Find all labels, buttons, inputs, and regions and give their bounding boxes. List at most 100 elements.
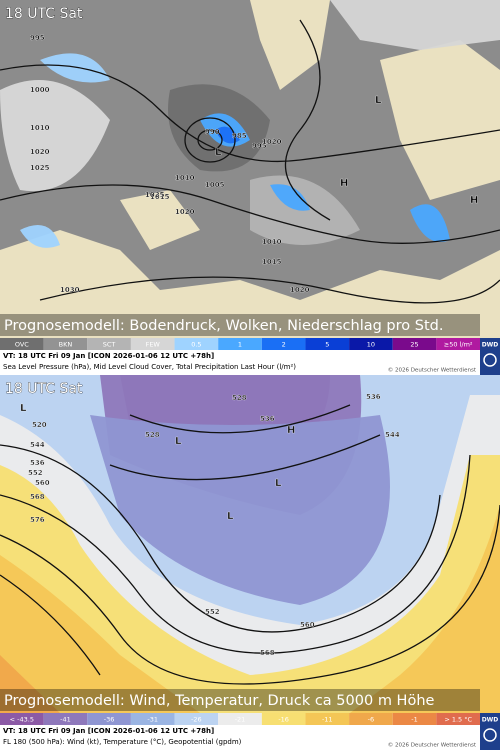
copyright: © 2026 Deutscher Wetterdienst (388, 742, 477, 749)
map-label: 536 (30, 459, 45, 467)
map-area (0, 555, 200, 713)
map-label: 1005 (205, 181, 225, 189)
legend-label: -21 (235, 716, 246, 724)
legend-label: OVC (15, 341, 29, 349)
contour-line (0, 454, 471, 654)
map-label: 536 (260, 415, 275, 423)
legend-swatch (392, 713, 437, 725)
description: FL 180 (500 hPa): Wind (kt), Temperature… (3, 738, 242, 746)
map-label: L (175, 436, 182, 447)
legend-label: > 1.5 °C (444, 716, 472, 724)
legend-swatch (87, 713, 131, 725)
legend-label: -1 (411, 716, 417, 724)
legend-label: 10 (367, 341, 375, 349)
legend-label: < -43.5 (10, 716, 34, 724)
map-area (350, 505, 500, 713)
legend-label: -41 (60, 716, 71, 724)
legend-swatch (392, 338, 437, 350)
contour-line (0, 64, 500, 163)
map-label: 568 (30, 493, 45, 501)
legend-swatch (130, 338, 175, 350)
map-label: 1020 (290, 286, 310, 294)
logo: DWD (482, 717, 499, 724)
legend-swatch (261, 338, 306, 350)
legend-swatch (218, 713, 262, 725)
map-area (270, 184, 310, 211)
logo-box (480, 338, 500, 375)
map-label: H (340, 178, 348, 189)
legend-label: BKN (59, 341, 73, 349)
map-label: 995 (30, 34, 45, 42)
legend-label: -6 (368, 716, 374, 724)
map-area (380, 40, 500, 200)
legend-label: -31 (147, 716, 158, 724)
map-label: 995 (252, 142, 267, 150)
legend-label: SCT (103, 341, 116, 349)
map-area (90, 415, 390, 605)
map-panel: 520 528 536 544 552 560 568 576 536 544 552 560 568 5… (0, 375, 500, 750)
contour-line (129, 404, 351, 434)
map-label: L (275, 478, 282, 489)
map-label: 1000 (30, 86, 50, 94)
contour-line (0, 184, 500, 244)
map-label: 1030 (60, 286, 80, 294)
map-label: L (375, 95, 382, 106)
map-label: 560 (35, 479, 50, 487)
logo-mark (483, 353, 497, 367)
map-label: 520 (32, 421, 47, 429)
legend-swatch (174, 338, 219, 350)
contour-line (109, 434, 381, 481)
map-label: 528 (232, 394, 247, 402)
legend-swatch (43, 338, 88, 350)
contour-line (0, 504, 500, 685)
time-label: 18 UTC Sat (5, 6, 83, 22)
map-label: 1015 (150, 193, 170, 201)
map-label: L (20, 403, 27, 414)
map-label: 1020 (30, 148, 50, 156)
legend-swatch (261, 713, 306, 725)
map-area (0, 455, 500, 713)
map-area (120, 190, 200, 250)
map-area (410, 204, 450, 242)
map-area (250, 0, 330, 90)
map-label: 544 (30, 441, 45, 449)
logo-box (480, 713, 500, 750)
contour-line (284, 19, 331, 221)
caption: Prognosemodell: Wind, Temperatur, Druck … (4, 693, 435, 709)
map-area (40, 53, 110, 83)
legend-label: 2 (282, 341, 286, 349)
copyright: © 2026 Deutscher Wetterdienst (388, 367, 477, 374)
legend-label: -16 (278, 716, 289, 724)
map-area (0, 230, 500, 338)
legend-swatch (349, 713, 393, 725)
map-label: 985 (232, 132, 247, 140)
legend-swatch (349, 338, 393, 350)
map-label: 568 (260, 649, 275, 657)
logo-mark (483, 728, 497, 742)
map-label: 560 (300, 621, 315, 629)
map-label: 1025 (30, 164, 50, 172)
legend-label: -26 (191, 716, 202, 724)
map-label: 1010 (262, 238, 282, 246)
contour-line (39, 276, 500, 304)
map-label: L (227, 511, 234, 522)
map-label: 1025 (145, 191, 165, 199)
contour-line (197, 129, 223, 151)
caption-background (0, 314, 480, 336)
map-label: 544 (385, 431, 400, 439)
legend-swatch (0, 713, 44, 725)
legend-swatch (43, 713, 88, 725)
map-area (330, 0, 500, 50)
map-label: 552 (28, 469, 43, 477)
legend-swatch (436, 713, 480, 725)
legend-label: ≥50 l/m² (444, 341, 473, 349)
legend-label: -11 (322, 716, 333, 724)
map-label: 1020 (175, 208, 195, 216)
legend-label: -36 (104, 716, 115, 724)
map-area (215, 126, 240, 144)
caption: Prognosemodell: Bodendruck, Wolken, Nied… (4, 318, 443, 334)
contour-line (0, 444, 441, 633)
legend-swatch (87, 338, 131, 350)
map-label: H (287, 425, 295, 436)
